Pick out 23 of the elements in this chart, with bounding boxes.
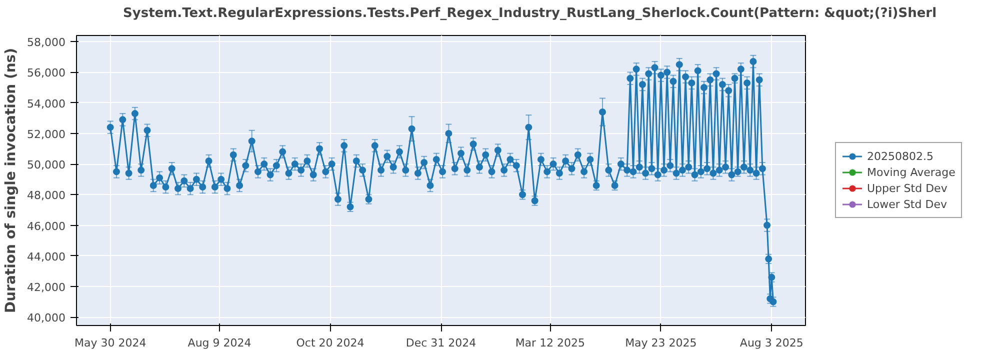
- legend-label: 20250802.5: [867, 149, 934, 163]
- y-tick-label: 48,000: [27, 189, 66, 202]
- y-tick-label: 58,000: [27, 36, 66, 50]
- legend-label: Lower Std Dev: [867, 197, 947, 211]
- y-tick-label: 44,000: [27, 250, 66, 264]
- y-tick-label: 40,000: [27, 312, 66, 325]
- x-tick-label: Aug 3 2025: [740, 336, 804, 350]
- legend-label: Moving Average: [867, 165, 956, 179]
- chart-title: System.Text.RegularExpressions.Tests.Perf_Regex_Industry_RustLang_Sherlock.Count(Pattern: &quot;(?i)Sherl: [123, 5, 937, 23]
- y-tick-label: 54,000: [27, 97, 66, 110]
- y-tick-label: 50,000: [27, 158, 66, 172]
- x-tick-label: Mar 12 2025: [515, 336, 586, 350]
- y-tick-label: 46,000: [27, 220, 66, 233]
- x-tick-label: Dec 31 2024: [406, 336, 476, 350]
- legend-label: Upper Std Dev: [867, 181, 948, 195]
- y-tick-label: 42,000: [27, 280, 66, 294]
- y-tick-label: 52,000: [27, 128, 66, 141]
- x-tick-label: May 30 2024: [74, 336, 146, 350]
- x-tick-label: Oct 20 2024: [296, 336, 364, 350]
- x-tick-label: May 23 2025: [625, 336, 697, 350]
- y-tick-label: 56,000: [27, 66, 66, 80]
- y-axis-title: Duration of single invocation (ns): [3, 48, 20, 314]
- x-tick-label: Aug 9 2024: [188, 336, 252, 350]
